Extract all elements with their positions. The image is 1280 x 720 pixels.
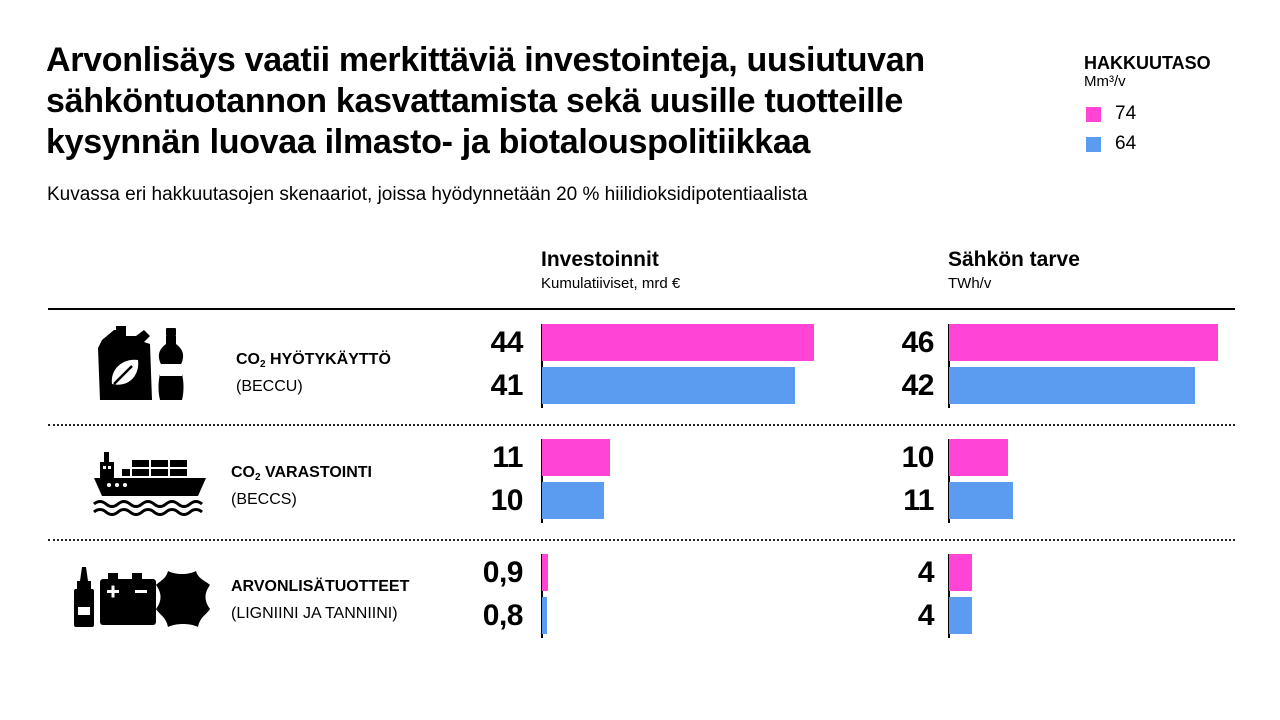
bar-value-label: 4 [917,599,935,632]
bar [542,482,604,519]
row-separator [48,539,1235,541]
category-name: CO2 HYÖTYKÄYTTÖ [236,351,391,370]
bar-value-label: 0,8 [482,599,524,632]
bar-value-label: 4 [917,556,935,589]
electricity-header: Sähkön tarve TWh/v [948,248,1080,294]
title-line: kysynnän luovaa ilmasto- ja biotalouspol… [46,123,811,161]
glue-battery-leather-icon [74,567,210,627]
header-rule [48,308,1235,310]
bar [542,597,547,634]
legend-unit: Mm³/v [1084,73,1126,90]
bar-axis [541,324,543,408]
legend-item: 64 [1084,129,1211,159]
investments-unit: Kumulatiiviset, mrd € [541,275,681,292]
bar [949,554,973,591]
bar-axis [541,439,543,523]
chart-title: Arvonlisäys vaatii merkittäviä investoin… [46,40,1046,163]
bar-value-label: 46 [901,326,935,359]
bar-value-label: 10 [490,484,524,517]
chart-subtitle: Kuvassa eri hakkuutasojen skenaariot, jo… [47,184,808,205]
investments-title: Investoinnit [541,248,659,271]
legend-item: 74 [1084,99,1211,129]
electricity-unit: TWh/v [948,275,992,292]
bar-axis [948,439,950,523]
bar [542,554,548,591]
jerrycan-bottle-icon [98,326,184,400]
title-line: Arvonlisäys vaatii merkittäviä investoin… [46,41,925,79]
investments-header: Investoinnit Kumulatiiviset, mrd € [541,248,680,294]
category-label: CO2 HYÖTYKÄYTTÖ (BECCU) [236,349,391,398]
cargo-ship-icon [93,452,206,516]
category-sub: (BECCU) [236,378,303,395]
row-separator [48,424,1235,426]
bar-axis [541,554,543,638]
legend-label: 74 [1115,103,1137,124]
legend-title: HAKKUUTASO [1084,53,1211,73]
category-label: CO2 VARASTOINTI (BECCS) [231,462,372,511]
category-name: CO2 VARASTOINTI [231,464,372,483]
bar [949,367,1195,404]
bar [542,367,796,404]
electricity-title: Sähkön tarve [948,248,1080,271]
title-line: sähköntuotannon kasvattamista sekä uusil… [46,82,903,120]
legend-swatch [1086,137,1101,152]
bar [542,324,814,361]
category-sub: (LIGNIINI JA TANNIINI) [231,605,398,622]
bar-axis [948,324,950,408]
bar-axis [948,554,950,638]
category-label: ARVONLISÄTUOTTEET (LIGNIINI JA TANNIINI) [231,576,409,625]
bar-value-label: 10 [901,441,935,474]
bar [949,482,1014,519]
bar [542,439,610,476]
bar-value-label: 41 [490,369,524,402]
bar-value-label: 0,9 [482,556,524,589]
category-sub: (BECCS) [231,491,297,508]
category-name: ARVONLISÄTUOTTEET [231,578,410,595]
bar [949,324,1219,361]
legend-swatch [1086,107,1101,122]
bar-value-label: 11 [492,441,523,474]
bar-value-label: 44 [490,326,524,359]
bar-value-label: 11 [903,484,934,517]
legend-label: 64 [1115,133,1137,154]
bar [949,597,973,634]
bar-value-label: 42 [901,369,935,402]
legend: HAKKUUTASO Mm³/v 74 64 [1084,53,1211,159]
bar [949,439,1008,476]
